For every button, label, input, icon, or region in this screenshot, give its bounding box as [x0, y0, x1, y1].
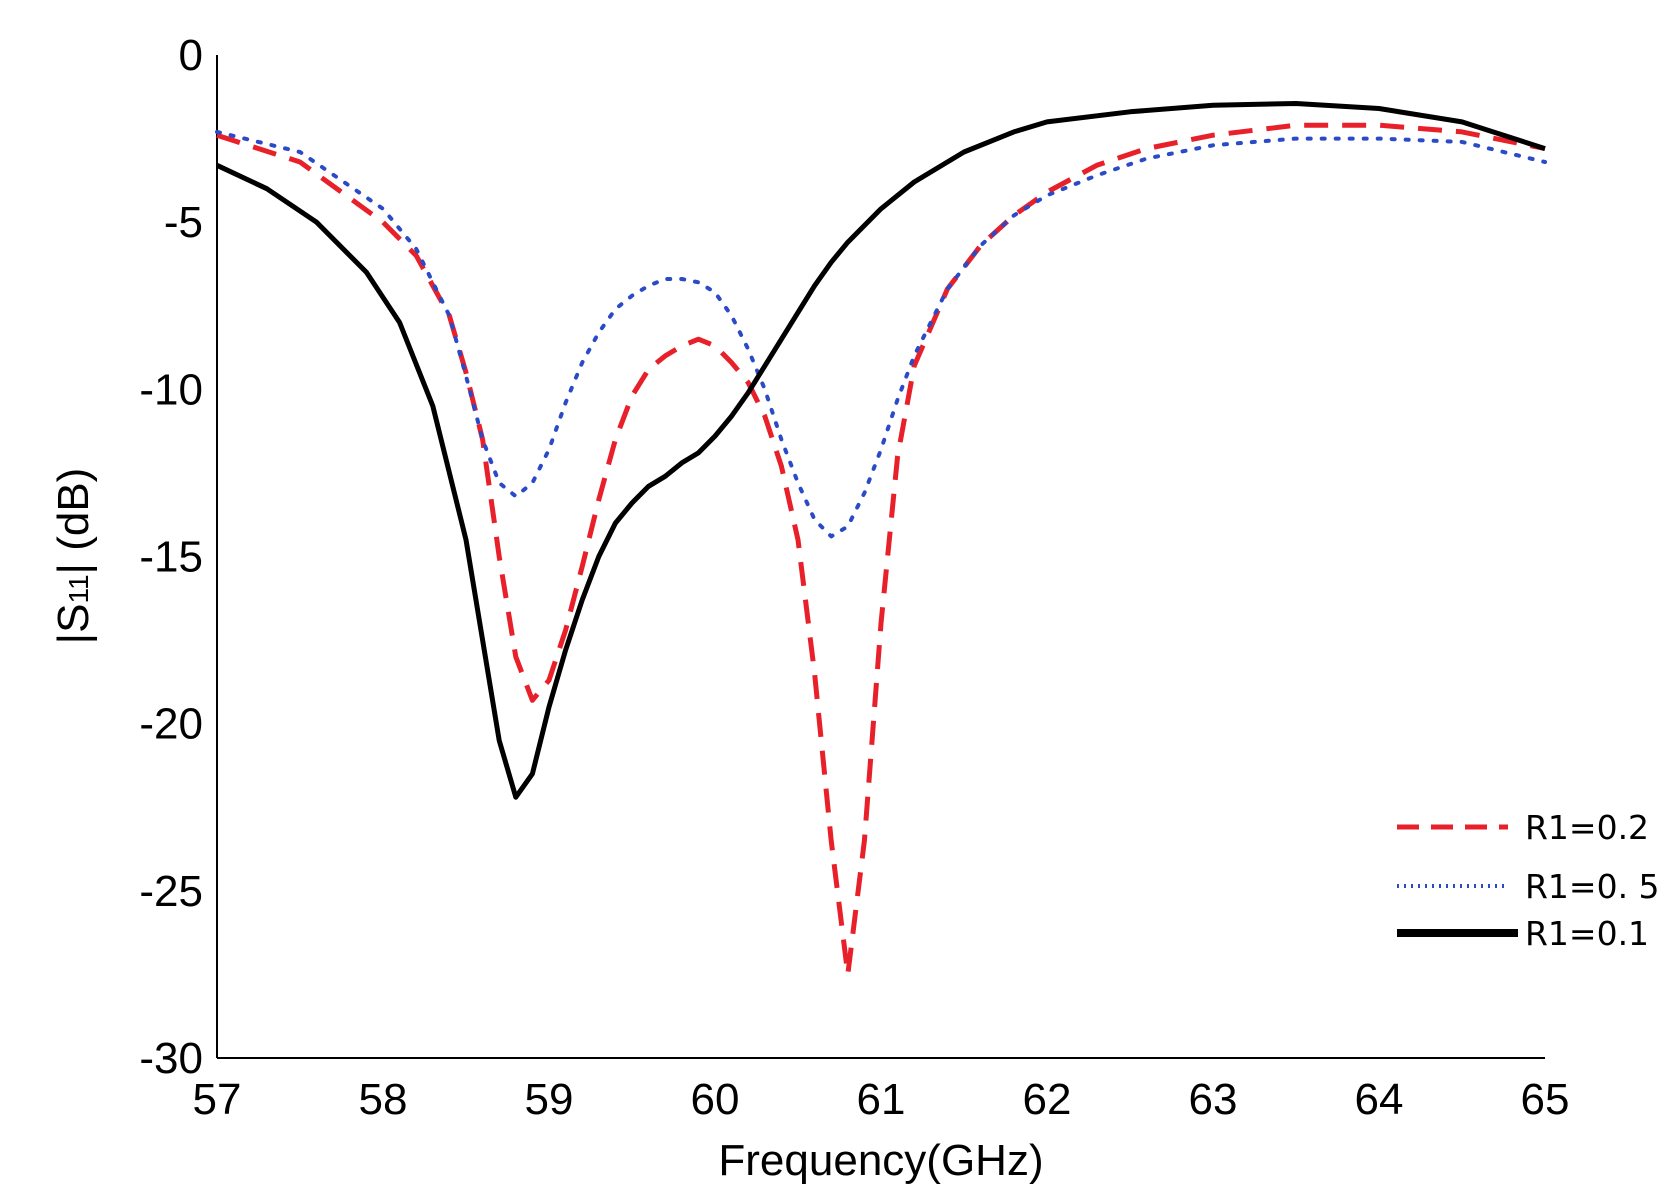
x-axis-title: Frequency(GHz) — [718, 1136, 1043, 1185]
y-tick-label: -25 — [139, 867, 203, 916]
x-tick-label: 62 — [1023, 1075, 1072, 1124]
x-tick-label: 61 — [857, 1075, 906, 1124]
y-axis-title: |S11| (dB) — [49, 468, 98, 645]
y-tick-label: 0 — [179, 31, 203, 80]
y-tick-label: -5 — [164, 198, 203, 247]
x-tick-label: 59 — [525, 1075, 574, 1124]
legend: R1=0.2 R1=0. 5 R1=0.1 — [1397, 808, 1660, 953]
x-tick-label: 64 — [1355, 1075, 1404, 1124]
legend-label-r1-0-2: R1=0.2 — [1525, 808, 1649, 847]
series-line-r1-0-5 — [215, 129, 1547, 539]
x-tick-label: 57 — [193, 1075, 242, 1124]
series-lines — [215, 101, 1547, 977]
legend-label-r1-0-1: R1=0.1 — [1525, 914, 1649, 953]
x-tick-label: 63 — [1189, 1075, 1238, 1124]
y-tick-label: -30 — [139, 1034, 203, 1083]
x-tick-labels: 57 58 59 60 61 62 63 64 65 — [193, 1075, 1570, 1124]
y-tick-label: -20 — [139, 700, 203, 749]
y-tick-label: -10 — [139, 365, 203, 414]
legend-label-r1-0-5: R1=0. 5 — [1525, 867, 1660, 906]
x-tick-label: 58 — [359, 1075, 408, 1124]
series-line-r1-0-1 — [215, 101, 1546, 800]
y-tick-labels: 0 -5 -10 -15 -20 -25 -30 — [139, 31, 203, 1083]
y-tick-label: -15 — [139, 533, 203, 582]
x-tick-label: 65 — [1521, 1075, 1570, 1124]
x-tick-label: 60 — [691, 1075, 740, 1124]
